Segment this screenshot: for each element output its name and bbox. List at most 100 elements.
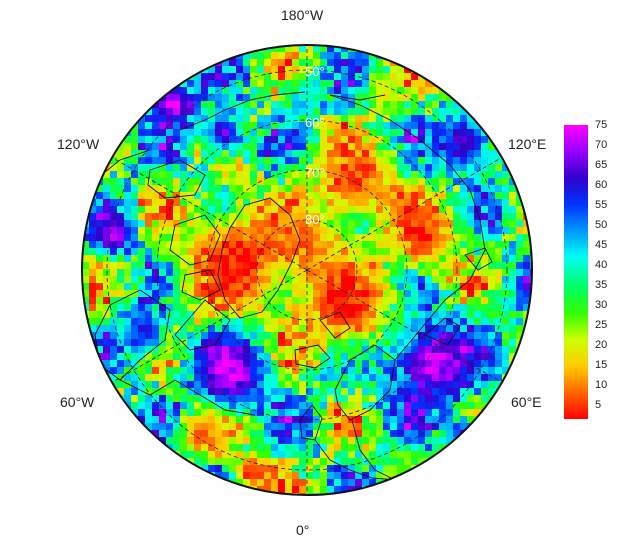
data-cell (229, 136, 237, 144)
data-cell (446, 290, 454, 298)
data-cell (516, 290, 524, 298)
data-cell (131, 178, 139, 186)
data-cell (159, 143, 167, 151)
data-cell (250, 255, 258, 263)
data-cell (369, 234, 377, 242)
data-cell (488, 325, 496, 333)
data-cell (411, 353, 419, 361)
data-cell (271, 192, 279, 200)
data-cell (299, 388, 307, 396)
data-cell (488, 157, 496, 165)
data-cell (264, 227, 272, 235)
data-cell (271, 311, 279, 319)
data-cell (278, 472, 286, 480)
data-cell (390, 234, 398, 242)
data-cell (481, 346, 489, 354)
data-cell (250, 227, 258, 235)
data-cell (334, 367, 342, 375)
lon-label-120e: 120°E (508, 136, 547, 152)
data-cell (369, 129, 377, 137)
data-cell (376, 150, 384, 158)
data-cell (432, 122, 440, 130)
data-cell (229, 409, 237, 417)
data-cell (306, 150, 314, 158)
data-cell (362, 360, 370, 368)
data-cell (411, 178, 419, 186)
colorbar-tick: 5 (595, 399, 602, 411)
data-cell (278, 52, 286, 60)
data-cell (222, 143, 230, 151)
data-cell (159, 276, 167, 284)
data-cell (145, 388, 153, 396)
data-cell (404, 416, 412, 424)
data-cell (292, 101, 300, 109)
data-cell (502, 192, 510, 200)
data-cell (306, 185, 314, 193)
data-cell (264, 290, 272, 298)
data-cell (187, 451, 195, 459)
data-cell (278, 318, 286, 326)
data-cell (390, 451, 398, 459)
data-cell (376, 304, 384, 312)
data-cell (341, 262, 349, 270)
data-cell (271, 115, 279, 123)
data-cell (138, 164, 146, 172)
data-cell (229, 262, 237, 270)
data-cell (341, 178, 349, 186)
data-cell (362, 157, 370, 165)
data-cell (355, 290, 363, 298)
data-cell (355, 479, 363, 487)
data-cell (341, 164, 349, 172)
data-cell (264, 248, 272, 256)
data-cell (362, 101, 370, 109)
data-cell (250, 241, 258, 249)
data-cell (369, 297, 377, 305)
data-cell (96, 346, 104, 354)
data-cell (82, 234, 90, 242)
data-cell (201, 150, 209, 158)
data-cell (131, 248, 139, 256)
data-cell (173, 458, 181, 466)
data-cell (432, 150, 440, 158)
data-cell (215, 136, 223, 144)
data-cell (138, 318, 146, 326)
data-cell (292, 367, 300, 375)
data-cell (334, 192, 342, 200)
data-cell (383, 297, 391, 305)
data-cell (306, 360, 314, 368)
data-cell (432, 388, 440, 396)
data-cell (348, 381, 356, 389)
data-cell (460, 220, 468, 228)
data-cell (509, 339, 517, 347)
data-cell (425, 213, 433, 221)
data-cell (264, 437, 272, 445)
data-cell (201, 136, 209, 144)
data-cell (397, 269, 405, 277)
data-cell (145, 304, 153, 312)
data-cell (103, 325, 111, 333)
data-cell (285, 458, 293, 466)
data-cell (299, 465, 307, 473)
data-cell (313, 472, 321, 480)
data-cell (439, 346, 447, 354)
data-cell (250, 332, 258, 340)
data-cell (243, 122, 251, 130)
data-cell (460, 108, 468, 116)
data-cell (418, 311, 426, 319)
data-cell (236, 486, 244, 494)
data-cell (257, 234, 265, 242)
data-cell (173, 283, 181, 291)
data-cell (229, 367, 237, 375)
data-cell (369, 66, 377, 74)
data-cell (446, 122, 454, 130)
data-cell (159, 241, 167, 249)
data-cell (152, 318, 160, 326)
data-cell (334, 311, 342, 319)
data-cell (411, 451, 419, 459)
data-cell (201, 129, 209, 137)
data-cell (152, 171, 160, 179)
data-cell (488, 276, 496, 284)
data-cell (488, 241, 496, 249)
data-cell (320, 465, 328, 473)
data-cell (467, 395, 475, 403)
